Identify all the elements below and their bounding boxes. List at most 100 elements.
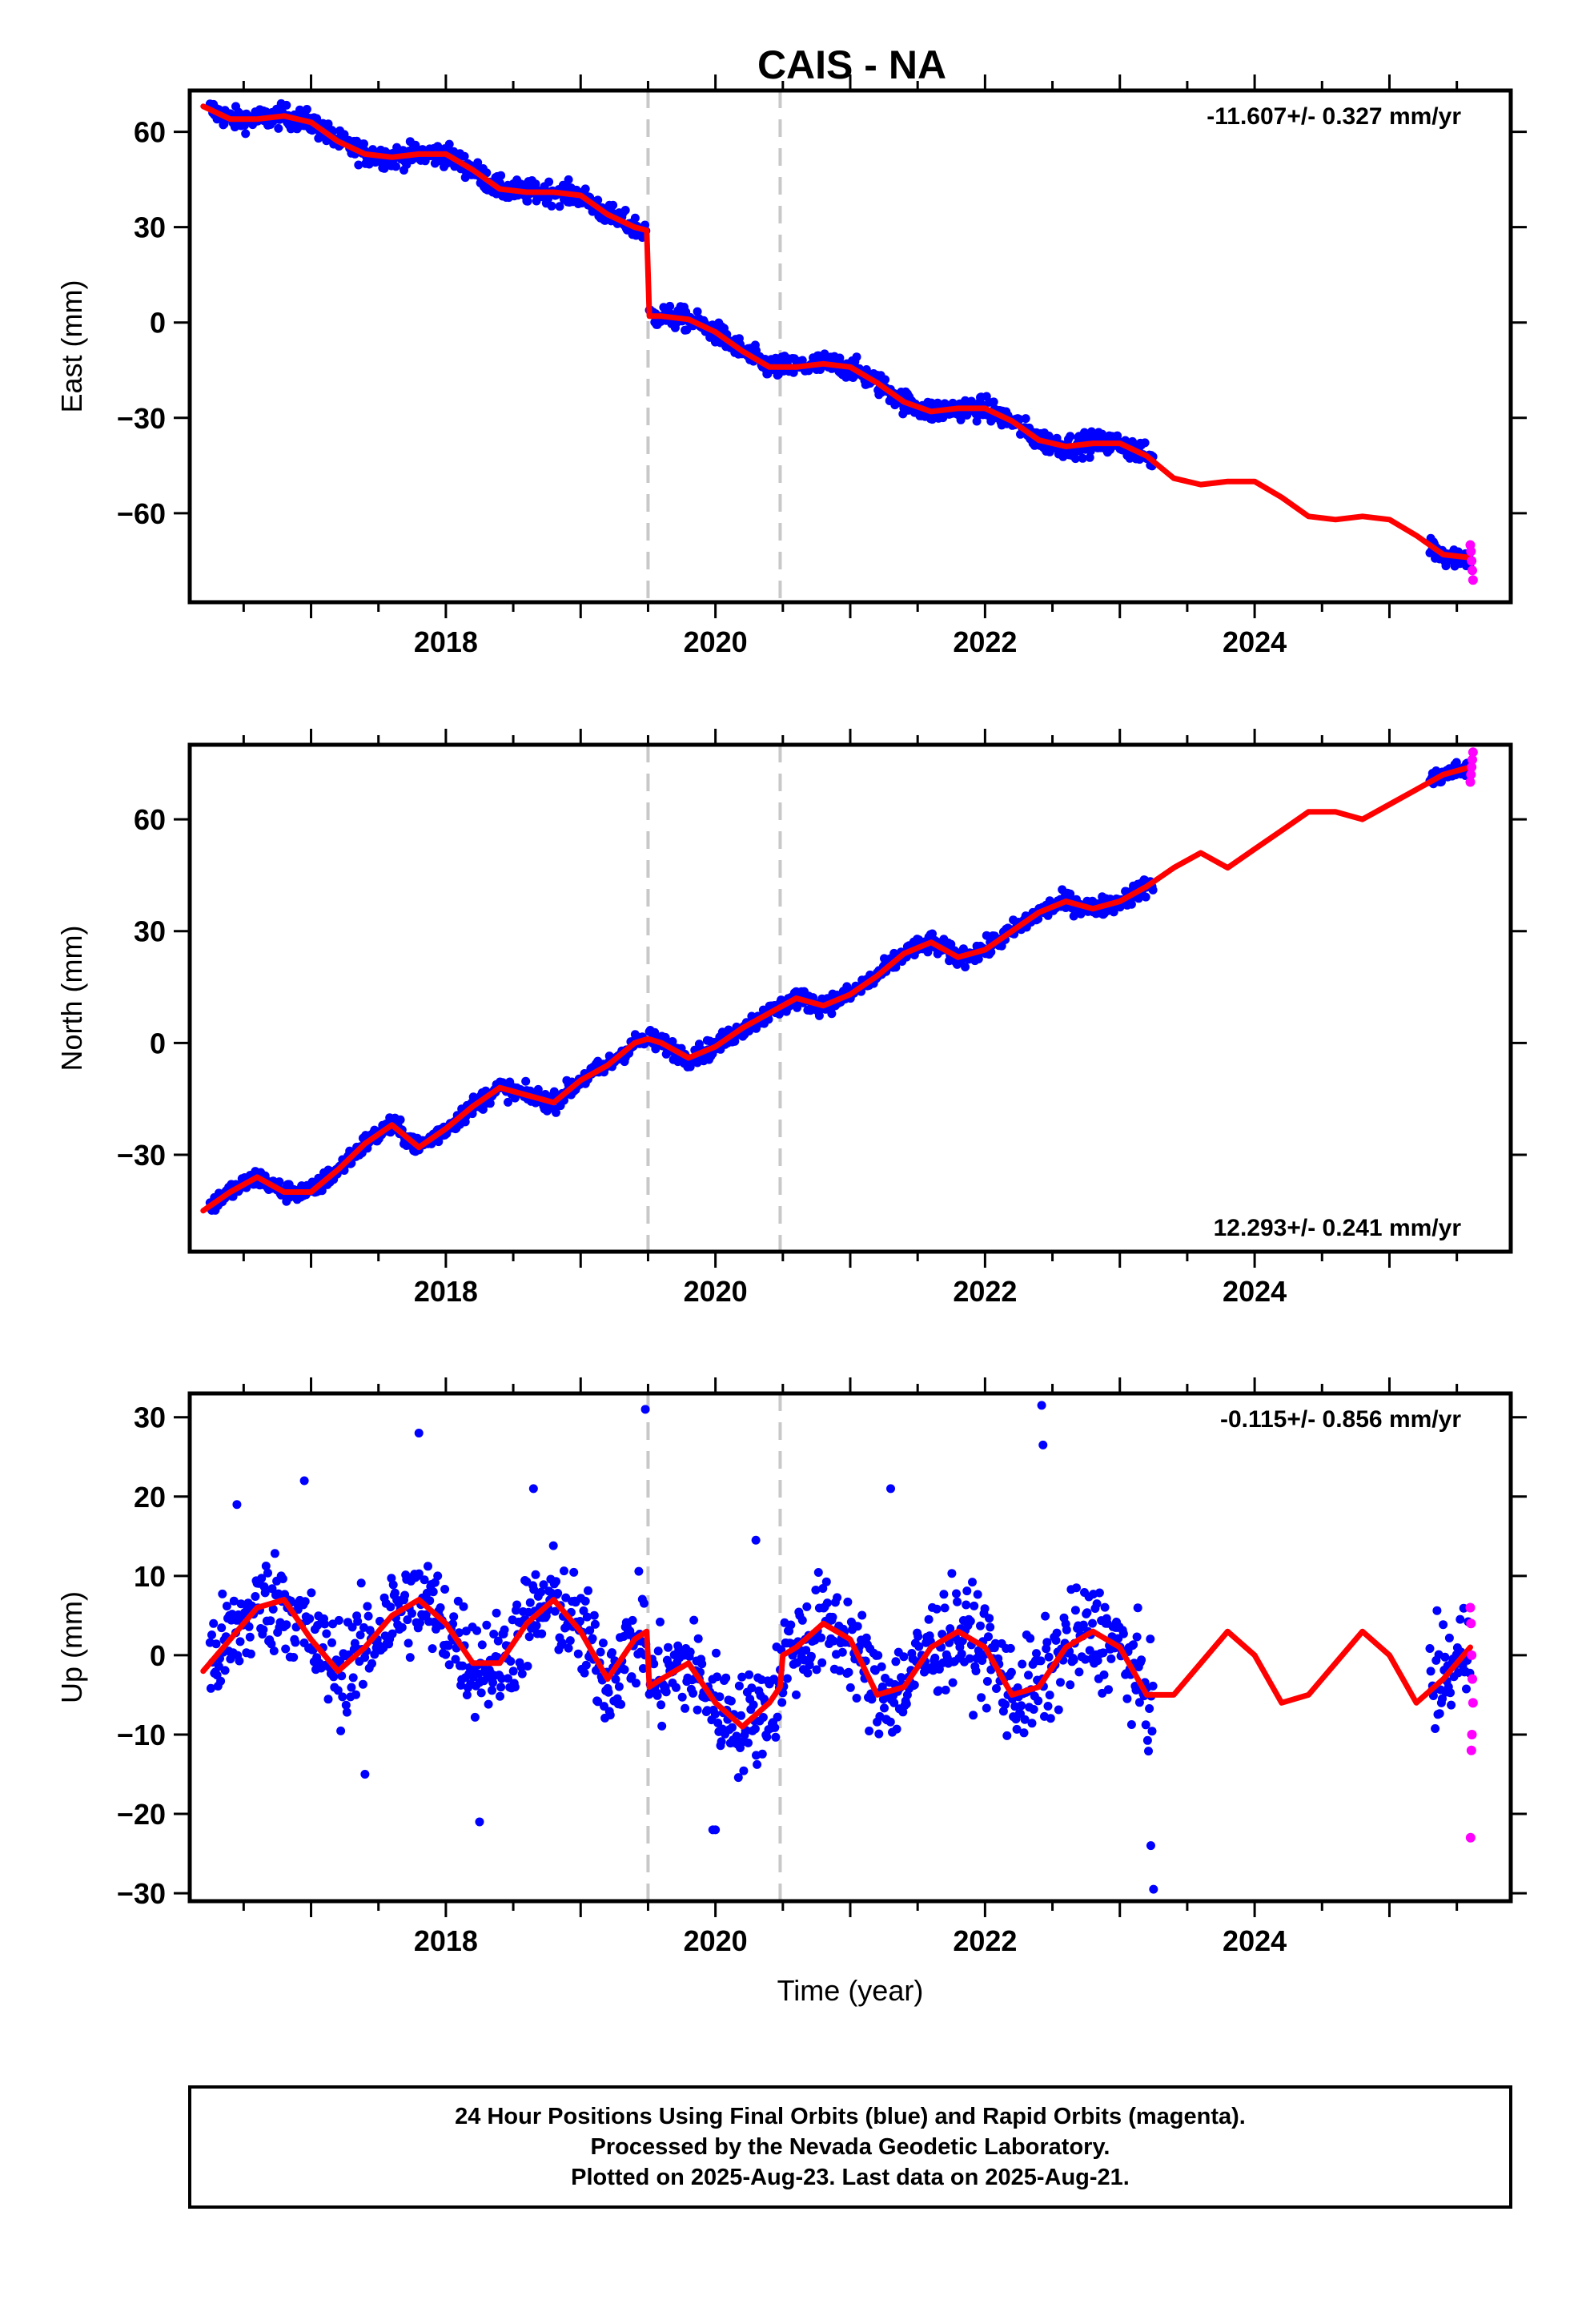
- up-x-tick-label: 2018: [414, 1924, 478, 1957]
- up-final-point: [899, 1652, 909, 1662]
- east-y-tick-label: −60: [117, 497, 166, 530]
- up-final-point: [1133, 1603, 1142, 1613]
- up-final-point: [1069, 1655, 1078, 1665]
- east-final-point: [312, 114, 322, 123]
- up-final-point: [737, 1672, 747, 1682]
- up-final-point: [564, 1643, 573, 1653]
- up-final-point: [229, 1596, 239, 1606]
- up-final-point: [634, 1566, 644, 1576]
- up-final-point: [493, 1636, 503, 1646]
- up-final-point: [1129, 1640, 1138, 1650]
- up-final-point: [737, 1711, 746, 1720]
- north-plot-area: [200, 745, 1478, 1252]
- north-final-point: [275, 1177, 284, 1187]
- up-final-point: [278, 1574, 287, 1583]
- north-final-point: [533, 1084, 543, 1094]
- up-final-point: [322, 1629, 331, 1638]
- up-rapid-point: [1466, 1618, 1476, 1629]
- east-final-point: [564, 175, 573, 184]
- up-final-point: [512, 1600, 522, 1610]
- up-final-point: [408, 1609, 416, 1618]
- east-y-tick-label: 60: [134, 116, 166, 149]
- up-final-point: [580, 1596, 590, 1606]
- up-final-point: [488, 1686, 496, 1695]
- up-outlier-point: [711, 1825, 721, 1835]
- up-outlier-point: [414, 1429, 424, 1438]
- up-final-point: [713, 1672, 722, 1682]
- up-final-point: [717, 1737, 726, 1747]
- east-final-point: [496, 171, 506, 180]
- up-final-point: [1148, 1681, 1158, 1691]
- up-final-point: [270, 1549, 279, 1558]
- up-final-point: [420, 1575, 429, 1585]
- up-final-point: [560, 1566, 568, 1576]
- east-final-point: [241, 129, 251, 139]
- up-final-point: [1072, 1583, 1081, 1593]
- up-final-point: [1012, 1724, 1022, 1734]
- up-final-point: [744, 1738, 753, 1747]
- east-final-point: [547, 201, 556, 211]
- up-final-point: [291, 1638, 300, 1647]
- up-y-tick-label: −20: [117, 1798, 166, 1831]
- up-final-point: [625, 1626, 635, 1636]
- north-y-axis-label: North (mm): [55, 926, 88, 1072]
- up-final-point: [353, 1617, 363, 1626]
- up-final-point: [614, 1682, 624, 1691]
- up-final-point: [861, 1633, 871, 1642]
- up-final-point: [681, 1703, 690, 1713]
- up-final-point: [1438, 1694, 1447, 1703]
- up-final-point: [693, 1705, 702, 1715]
- east-final-point: [282, 100, 291, 110]
- up-final-point: [877, 1662, 886, 1671]
- up-y-tick-label: 30: [134, 1401, 166, 1434]
- up-final-point: [451, 1655, 460, 1664]
- up-final-point: [1431, 1724, 1440, 1733]
- east-model-curve: [200, 103, 1473, 561]
- up-final-point: [1041, 1611, 1050, 1621]
- up-y-tick-label: −10: [117, 1719, 166, 1751]
- up-final-point: [557, 1638, 567, 1648]
- up-final-point: [628, 1615, 637, 1625]
- up-final-point: [758, 1713, 768, 1722]
- up-final-point: [582, 1612, 592, 1622]
- up-rapid-point: [1467, 1729, 1477, 1739]
- up-final-point: [773, 1712, 782, 1722]
- up-rapid-point: [1467, 1650, 1477, 1660]
- up-final-point: [813, 1568, 823, 1577]
- up-final-point: [441, 1650, 451, 1659]
- up-final-point: [428, 1587, 438, 1597]
- up-final-point: [347, 1622, 357, 1632]
- north-final-point: [1066, 889, 1075, 899]
- east-final-point: [460, 151, 469, 161]
- up-final-point: [833, 1593, 842, 1602]
- up-rapid-point: [1466, 1745, 1476, 1755]
- up-final-point: [347, 1683, 356, 1692]
- up-final-point: [508, 1667, 518, 1676]
- up-final-point: [397, 1622, 407, 1632]
- up-final-point: [829, 1636, 838, 1646]
- up-final-point: [217, 1623, 227, 1633]
- up-final-point: [537, 1629, 547, 1638]
- footer-line-plotted: Plotted on 2025-Aug-23. Last data on 202…: [571, 2165, 1130, 2190]
- up-final-point: [953, 1597, 962, 1606]
- up-final-point: [984, 1632, 993, 1642]
- east-plot-area: [200, 90, 1478, 602]
- north-rapid-point: [1465, 777, 1476, 787]
- up-final-point: [998, 1707, 1008, 1716]
- up-final-point: [590, 1619, 600, 1629]
- up-final-point: [260, 1588, 270, 1598]
- up-final-point: [977, 1693, 986, 1703]
- east-final-point: [693, 307, 702, 316]
- up-final-point: [749, 1700, 758, 1710]
- up-final-point: [348, 1673, 358, 1683]
- up-final-point: [531, 1570, 540, 1579]
- east-y-tick-label: 30: [134, 211, 166, 244]
- up-final-point: [620, 1665, 629, 1675]
- up-final-point: [817, 1633, 826, 1642]
- east-rapid-orbit-points: [1465, 540, 1478, 585]
- north-final-point: [485, 1099, 495, 1108]
- up-final-point: [792, 1690, 801, 1699]
- up-final-point: [476, 1688, 486, 1698]
- up-final-point: [334, 1615, 343, 1625]
- up-outlier-point: [360, 1770, 370, 1779]
